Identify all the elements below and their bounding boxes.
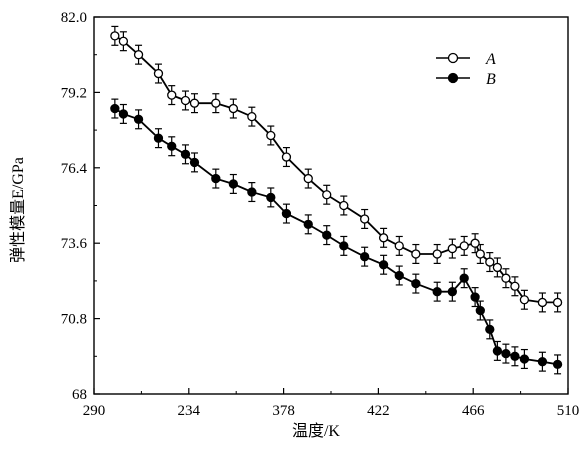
y-tick-label: 76.4 bbox=[61, 161, 88, 177]
data-point-a bbox=[475, 249, 485, 259]
data-point-b bbox=[153, 133, 164, 143]
legend-label-b: B bbox=[486, 71, 496, 88]
y-axis-title: 弹性模量E/GPa bbox=[9, 157, 27, 263]
data-point-a bbox=[360, 214, 370, 224]
x-tick-label: 378 bbox=[272, 403, 295, 419]
y-tick-label: 82.0 bbox=[61, 10, 87, 26]
data-point-b bbox=[281, 208, 292, 219]
data-point-a bbox=[459, 241, 469, 251]
data-point-a bbox=[492, 262, 503, 273]
data-point-b bbox=[133, 114, 144, 124]
data-point-a bbox=[133, 50, 144, 60]
data-point-a bbox=[447, 243, 457, 254]
data-point-a bbox=[510, 281, 520, 291]
data-point-b bbox=[501, 348, 511, 359]
data-point-b bbox=[447, 287, 457, 297]
data-point-b bbox=[510, 351, 520, 361]
data-point-b bbox=[485, 324, 495, 335]
data-point-b bbox=[247, 187, 257, 197]
data-point-b bbox=[432, 287, 442, 297]
data-point-b bbox=[303, 219, 313, 230]
data-point-a bbox=[228, 103, 239, 114]
data-point-a bbox=[189, 98, 200, 108]
data-point-a bbox=[322, 190, 332, 200]
data-point-a bbox=[110, 31, 120, 41]
data-point-b bbox=[339, 241, 349, 251]
data-point-b bbox=[519, 354, 530, 364]
data-point-a bbox=[303, 173, 313, 184]
data-point-b bbox=[360, 252, 370, 262]
data-point-a bbox=[485, 257, 495, 267]
axes-layer: 290 234 378 422 466 510 68 70.8 73.6 76.4 79.2 82.0 bbox=[61, 10, 580, 419]
y-tick-label: 68 bbox=[72, 387, 87, 403]
x-axis-title: 温度/K bbox=[292, 422, 340, 440]
data-point-a bbox=[378, 233, 389, 243]
data-point-b bbox=[411, 278, 421, 289]
legend: AB bbox=[436, 51, 496, 88]
data-point-a bbox=[537, 297, 548, 308]
legend-marker-a bbox=[447, 52, 459, 64]
x-tick-label: 422 bbox=[367, 403, 390, 419]
data-point-b bbox=[167, 141, 177, 151]
data-point-a bbox=[281, 152, 292, 162]
x-tick-label: 290 bbox=[83, 403, 106, 419]
data-point-b bbox=[552, 359, 563, 370]
data-point-b bbox=[322, 230, 332, 240]
data-point-a bbox=[153, 68, 164, 79]
data-point-a bbox=[411, 249, 421, 259]
x-tick-label: 466 bbox=[462, 403, 485, 419]
data-point-b bbox=[492, 346, 503, 356]
data-point-b bbox=[394, 270, 404, 281]
data-point-a bbox=[501, 273, 511, 283]
plot-frame bbox=[93, 16, 569, 395]
data-point-a bbox=[247, 111, 257, 122]
data-point-b bbox=[266, 192, 276, 203]
data-point-a bbox=[266, 130, 276, 141]
data-point-b bbox=[228, 179, 239, 189]
y-tick-label: 79.2 bbox=[61, 85, 87, 101]
y-tick-label: 73.6 bbox=[61, 236, 88, 252]
data-point-a bbox=[167, 90, 177, 100]
legend-marker-b bbox=[447, 72, 459, 84]
data-point-b bbox=[470, 292, 480, 302]
data-point-a bbox=[180, 95, 191, 106]
data-point-b bbox=[189, 157, 200, 168]
data-point-b bbox=[378, 260, 389, 270]
x-tick-label: 510 bbox=[557, 403, 580, 419]
data-point-a bbox=[519, 295, 530, 305]
legend-label-a: A bbox=[485, 51, 496, 68]
data-point-a bbox=[432, 249, 442, 259]
data-point-b bbox=[459, 273, 469, 283]
data-point-b bbox=[110, 103, 120, 114]
data-point-a bbox=[118, 36, 129, 46]
y-tick-label: 70.8 bbox=[61, 312, 87, 328]
data-point-b bbox=[537, 357, 548, 367]
data-point-a bbox=[211, 98, 221, 108]
data-point-a bbox=[470, 238, 480, 248]
data-point-b bbox=[475, 305, 485, 316]
data-point-b bbox=[118, 109, 129, 119]
data-point-a bbox=[394, 241, 404, 251]
data-point-b bbox=[180, 149, 191, 159]
plot-layer bbox=[110, 25, 563, 375]
x-tick-label: 234 bbox=[178, 403, 201, 419]
data-point-b bbox=[211, 173, 221, 184]
data-point-a bbox=[552, 297, 563, 308]
data-point-a bbox=[339, 200, 349, 211]
